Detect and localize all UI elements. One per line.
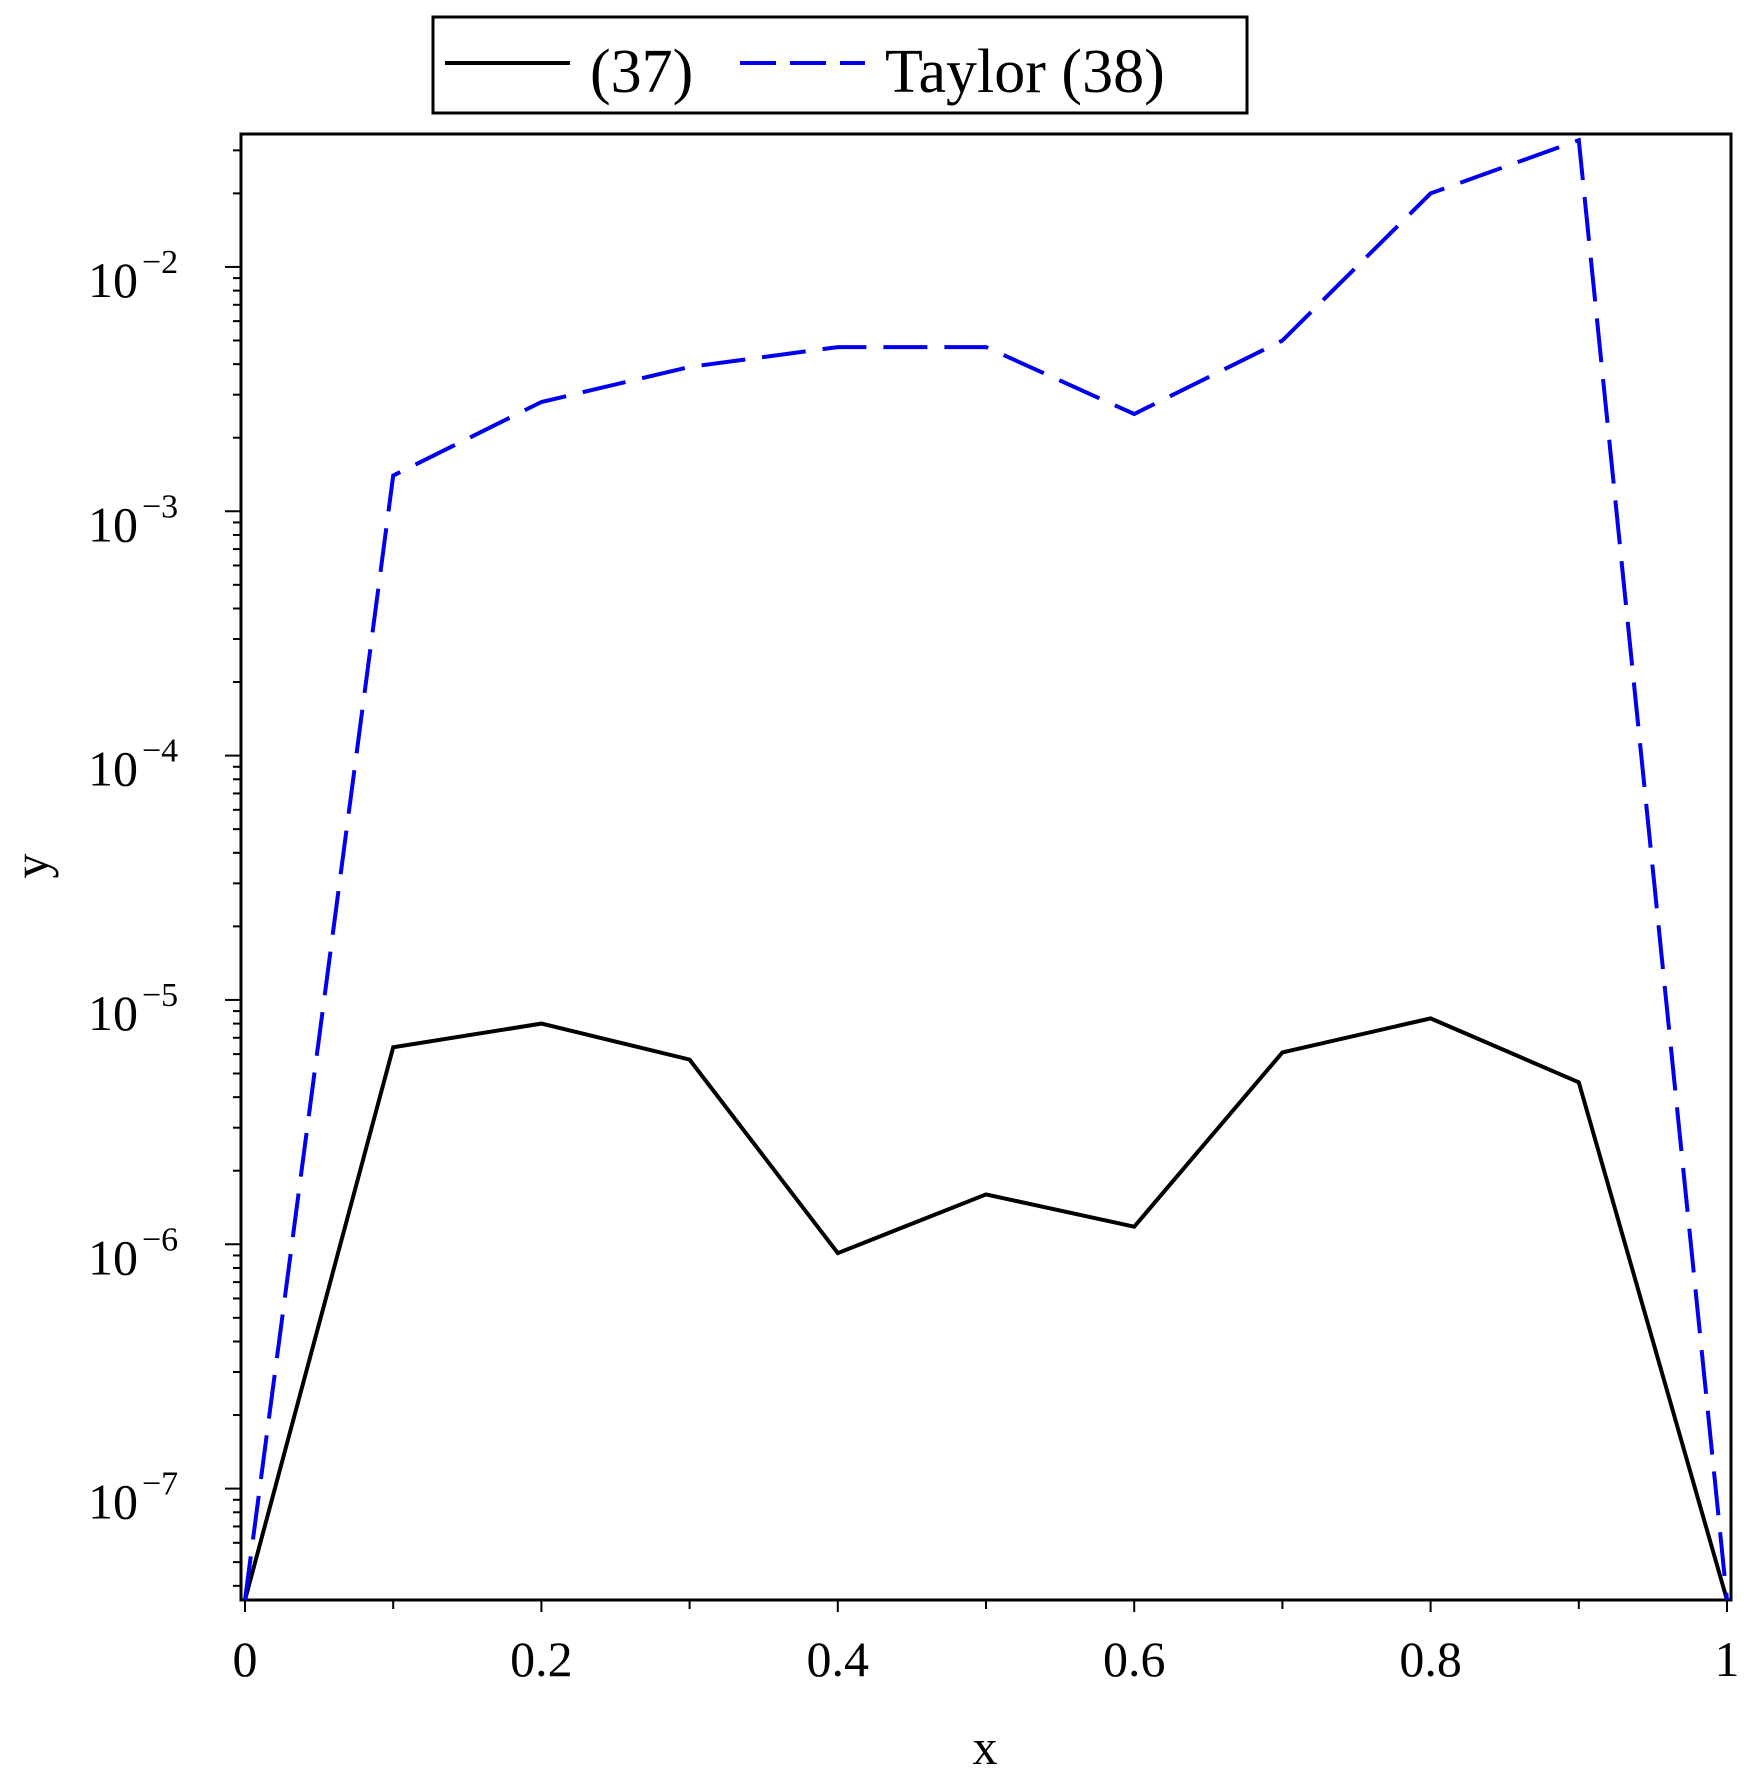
y-tick-label: 10 −7 [88,1466,178,1530]
legend-label-37: (37) [590,38,693,106]
x-tick-label: 0.2 [510,1631,573,1687]
y-axis-label: y [3,854,59,879]
legend-label-taylor: Taylor (38) [885,38,1165,106]
x-tick-label: 1 [1715,1631,1740,1687]
y-axis-ticks: 10−2 10−3 10−4 10−5 10−6 10−7 [88,244,241,1530]
series-layer [243,137,1729,1601]
x-tick-label: 0.8 [1399,1631,1462,1687]
x-axis-ticks: 0 0.2 0.4 0.6 0.8 1 [233,1600,1740,1687]
x-tick-label: 0.4 [807,1631,870,1687]
series-line-37 [243,1016,1729,1601]
y-tick-label: 10 −2 [88,244,178,308]
y-tick-label: 10 −5 [88,977,178,1041]
y-tick-label: 10 −3 [88,488,178,552]
y-axis-minor-ticks [233,149,241,1587]
x-tick-label: 0 [233,1631,258,1687]
x-tick-label: 0.6 [1103,1631,1166,1687]
series-line-taylor-38 [243,137,1729,1601]
plot-frame [239,132,1733,1602]
y-tick-label: 10 −4 [88,733,178,797]
y-tick-label: 10 −6 [88,1221,178,1285]
x-axis-label: x [973,1719,998,1775]
legend: (37) Taylor (38) [431,15,1249,115]
